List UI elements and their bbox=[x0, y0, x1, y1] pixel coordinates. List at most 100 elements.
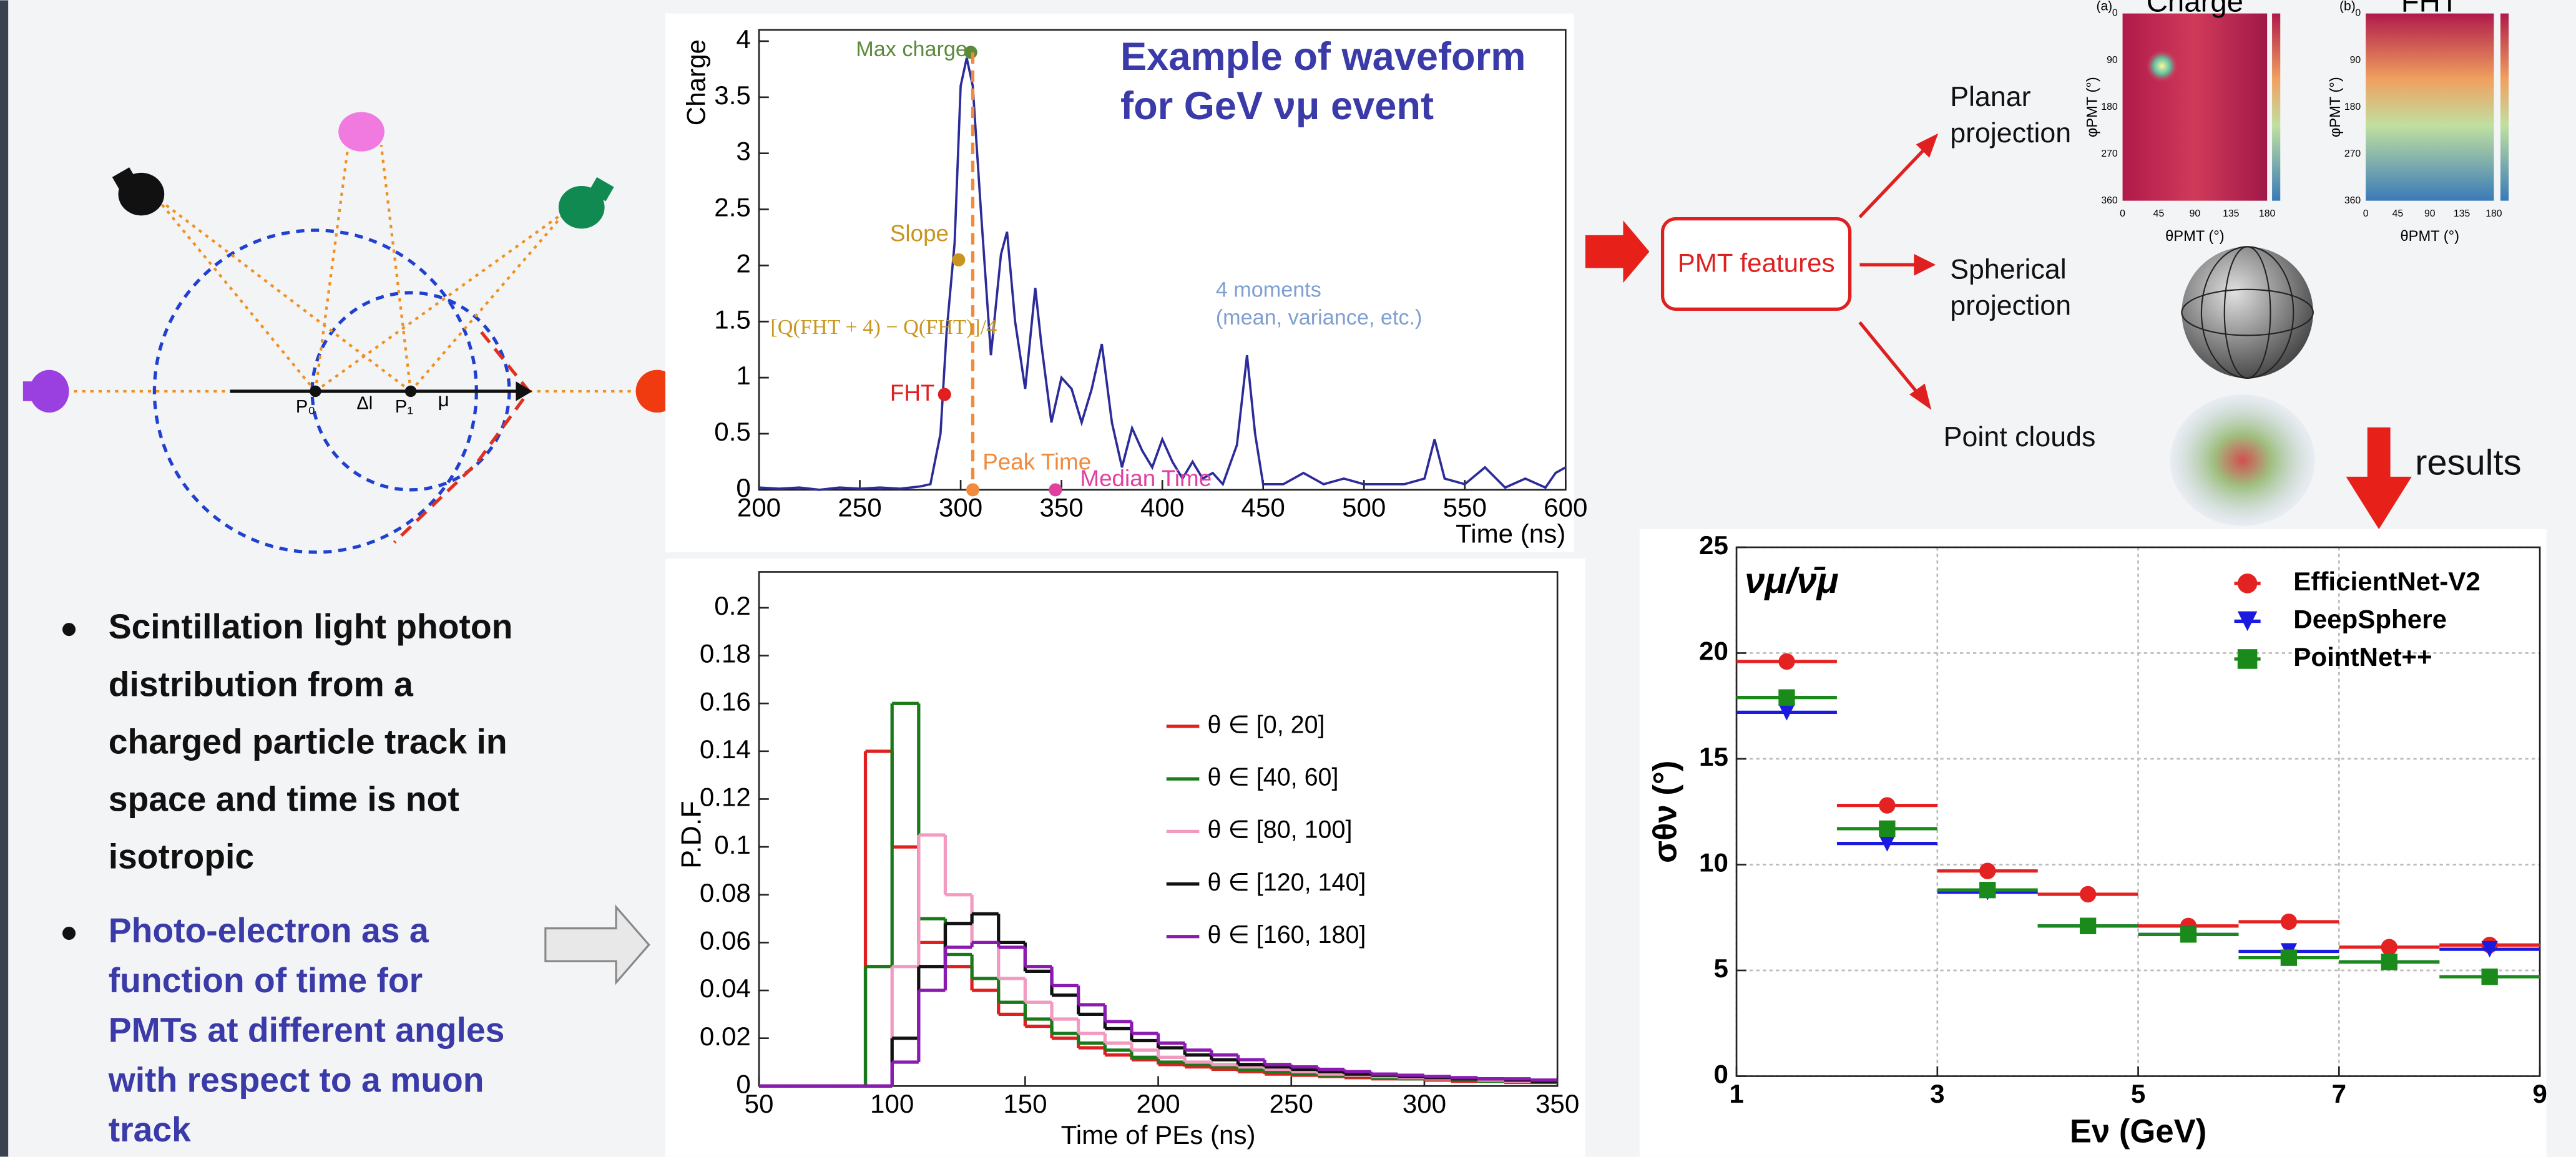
x-tick-label: 450 bbox=[1241, 493, 1285, 522]
heatmap-ylabel: φPMT (°) bbox=[2084, 77, 2100, 137]
y-tick-label: 0.12 bbox=[700, 783, 751, 812]
step-riser bbox=[890, 942, 1533, 1086]
y-tick-label: 0 bbox=[1713, 1060, 1728, 1089]
branch-label: projection bbox=[1950, 290, 2071, 321]
diagram-label: Δl bbox=[356, 394, 373, 414]
marker bbox=[2381, 939, 2397, 955]
bullet-text: function of time for bbox=[109, 961, 423, 1000]
y-tick-label: 0.04 bbox=[700, 974, 751, 1003]
marker bbox=[938, 388, 951, 401]
heatmap-xtick: 0 bbox=[2120, 208, 2125, 219]
histogram-series bbox=[758, 940, 1558, 1088]
bullet-text: space and time is not bbox=[109, 780, 459, 819]
branch-label: Planar bbox=[1950, 81, 2030, 112]
marker bbox=[1778, 704, 1795, 721]
x-tick-label: 200 bbox=[1136, 1089, 1180, 1118]
heatmap-ytick: 90 bbox=[2107, 55, 2118, 66]
colorbar bbox=[2500, 13, 2509, 201]
heatmap-xtick: 45 bbox=[2392, 208, 2404, 219]
marker bbox=[1979, 882, 1996, 899]
point-cloud bbox=[2170, 394, 2315, 526]
y-tick-label: 5 bbox=[1713, 954, 1728, 983]
diagram-label: μ bbox=[438, 388, 449, 411]
heatmap-title: Charge bbox=[2147, 0, 2243, 18]
marker bbox=[1879, 797, 1896, 814]
y-tick-label: 10 bbox=[1699, 848, 1728, 877]
marker bbox=[2180, 926, 2197, 943]
bullet-text: Photo-electron as a bbox=[109, 911, 429, 950]
marker bbox=[1979, 862, 1996, 879]
heatmap-ytick: 90 bbox=[2350, 55, 2361, 66]
x-tick-label: 600 bbox=[1544, 493, 1587, 522]
marker bbox=[2280, 949, 2298, 966]
branch-label: Spherical bbox=[1950, 254, 2067, 285]
y-tick-label: 1.5 bbox=[714, 305, 751, 334]
x-tick-label: 300 bbox=[939, 493, 982, 522]
heatmap-title: FHT bbox=[2401, 0, 2459, 18]
bullet-text: track bbox=[109, 1110, 191, 1149]
heatmap-xtick: 180 bbox=[2259, 208, 2276, 219]
chart-title: for GeV νμ event bbox=[1120, 84, 1434, 128]
y-tick-label: 1 bbox=[736, 361, 750, 390]
marker-label: FHT bbox=[890, 380, 935, 406]
marker bbox=[1778, 653, 1795, 670]
marker bbox=[1778, 689, 1795, 706]
y-tick-label: 0.08 bbox=[700, 878, 751, 907]
heatmap-ytick: 0 bbox=[2355, 8, 2361, 19]
marker bbox=[2079, 886, 2097, 903]
annotation: (mean, variance, etc.) bbox=[1216, 306, 1423, 330]
x-axis-label: Time of PEs (ns) bbox=[1061, 1120, 1256, 1150]
legend-label: θ ∈ [40, 60] bbox=[1208, 764, 1339, 791]
y-axis-label: σθν (°) bbox=[1647, 761, 1683, 863]
marker bbox=[2381, 954, 2397, 970]
bullet-dot bbox=[62, 926, 76, 940]
sphere bbox=[2182, 247, 2313, 378]
y-tick-label: 0.02 bbox=[700, 1022, 751, 1051]
y-tick-label: 15 bbox=[1699, 742, 1728, 771]
x-tick-label: 550 bbox=[1443, 493, 1487, 522]
heatmap-ytick: 180 bbox=[2344, 102, 2361, 112]
legend-label: θ ∈ [160, 180] bbox=[1208, 921, 1366, 949]
feature-box bbox=[1660, 217, 1852, 311]
x-tick-label: 9 bbox=[2532, 1079, 2547, 1108]
heatmap-xtick: 45 bbox=[2153, 208, 2165, 219]
heatmap-xtick: 90 bbox=[2424, 208, 2436, 219]
legend-label: EfficientNet-V2 bbox=[2293, 567, 2481, 596]
y-tick-label: 4 bbox=[736, 24, 750, 54]
y-tick-label: 0.06 bbox=[700, 926, 751, 955]
y-tick-label: 3 bbox=[736, 137, 750, 166]
y-tick-label: 0.16 bbox=[700, 686, 751, 716]
x-tick-label: 350 bbox=[1039, 493, 1083, 522]
bullet-text: with respect to a muon bbox=[108, 1060, 484, 1099]
marker bbox=[1879, 820, 1896, 837]
bullet-text: Scintillation light photon bbox=[109, 607, 513, 646]
bullet-dot bbox=[62, 623, 76, 637]
heatmap-fht bbox=[2366, 13, 2494, 201]
x-tick-label: 250 bbox=[838, 493, 881, 522]
bullet-text: PMTs at different angles bbox=[109, 1011, 505, 1050]
legend-label: θ ∈ [120, 140] bbox=[1208, 869, 1366, 896]
bullet-text: isotropic bbox=[109, 837, 254, 876]
y-axis-label: Charge bbox=[682, 39, 711, 125]
heatmap-ytick: 270 bbox=[2101, 149, 2118, 159]
y-tick-label: 25 bbox=[1699, 530, 1728, 560]
bullet-text: distribution from a bbox=[109, 665, 414, 703]
heatmap-ylabel: φPMT (°) bbox=[2328, 77, 2344, 137]
legend-label: θ ∈ [80, 100] bbox=[1208, 816, 1353, 844]
annotation: 4 moments bbox=[1216, 278, 1321, 301]
heatmap-ytick: 270 bbox=[2344, 149, 2361, 159]
y-tick-label: 0 bbox=[736, 473, 750, 502]
diagram-label: P₀ bbox=[296, 397, 315, 417]
left-strip bbox=[0, 0, 9, 1157]
x-tick-label: 50 bbox=[745, 1089, 774, 1118]
chart-title: νμ/ν̄μ bbox=[1745, 561, 1838, 601]
x-tick-label: 5 bbox=[2131, 1079, 2145, 1108]
heatmap-spot bbox=[2145, 49, 2179, 83]
arrow bbox=[2346, 427, 2412, 530]
marker-label: Median Time bbox=[1080, 466, 1212, 491]
x-tick-label: 1 bbox=[1729, 1079, 1743, 1108]
x-axis-label: Eν (GeV) bbox=[2070, 1113, 2206, 1150]
heatmap-xtick: 135 bbox=[2454, 208, 2471, 219]
heatmap-charge bbox=[2122, 13, 2268, 201]
